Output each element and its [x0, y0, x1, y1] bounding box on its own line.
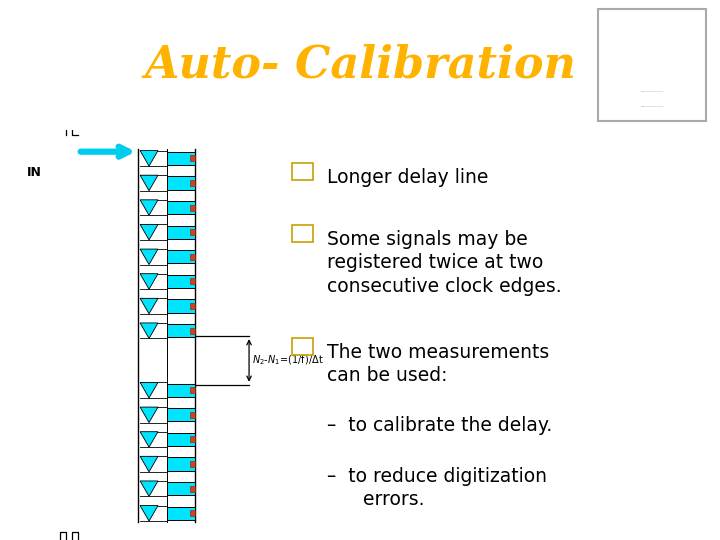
Bar: [190, 279, 195, 285]
Bar: [190, 229, 195, 235]
Bar: [167, 201, 195, 214]
Bar: [167, 176, 195, 190]
Bar: [190, 436, 195, 442]
Polygon shape: [140, 456, 158, 472]
Text: $N_2$-$N_1$=(1/f)/$\Delta$t: $N_2$-$N_1$=(1/f)/$\Delta$t: [252, 354, 323, 367]
Polygon shape: [140, 382, 158, 398]
Bar: [167, 250, 195, 264]
Polygon shape: [140, 481, 158, 496]
Text: Longer delay line: Longer delay line: [327, 167, 488, 187]
Polygon shape: [140, 298, 158, 314]
Polygon shape: [140, 323, 158, 339]
Text: Altera: Altera: [639, 46, 665, 56]
Text: The two measurements
can be used:: The two measurements can be used:: [327, 342, 549, 385]
Bar: [190, 303, 195, 309]
Bar: [190, 387, 195, 393]
Polygon shape: [140, 151, 158, 166]
Text: IN: IN: [27, 166, 41, 179]
Bar: [167, 324, 195, 338]
Bar: [167, 433, 195, 446]
Polygon shape: [140, 274, 158, 289]
Bar: [292, 163, 313, 180]
Polygon shape: [140, 505, 158, 521]
Bar: [167, 152, 195, 165]
Text: ___________: ___________: [640, 89, 664, 93]
Text: ___________: ___________: [640, 104, 664, 107]
Bar: [190, 485, 195, 492]
Bar: [167, 507, 195, 520]
Bar: [292, 338, 313, 355]
Polygon shape: [140, 225, 158, 240]
Bar: [190, 254, 195, 260]
Text: Cyclone: Cyclone: [639, 72, 665, 77]
Bar: [292, 225, 313, 242]
Bar: [167, 383, 195, 397]
Polygon shape: [140, 431, 158, 447]
Polygon shape: [140, 407, 158, 423]
Bar: [190, 510, 195, 516]
Bar: [167, 226, 195, 239]
Bar: [167, 457, 195, 471]
Bar: [190, 205, 195, 211]
Polygon shape: [140, 200, 158, 215]
Bar: [190, 180, 195, 186]
Bar: [190, 156, 195, 161]
Text: Auto- Calibration: Auto- Calibration: [144, 43, 576, 86]
Bar: [167, 275, 195, 288]
Bar: [190, 328, 195, 334]
Bar: [167, 299, 195, 313]
Bar: [167, 408, 195, 422]
Text: –  to reduce digitization
      errors.: – to reduce digitization errors.: [327, 467, 547, 510]
Polygon shape: [140, 175, 158, 191]
Bar: [190, 461, 195, 467]
Bar: [167, 482, 195, 495]
Polygon shape: [140, 249, 158, 265]
Text: Some signals may be
registered twice at two
consecutive clock edges.: Some signals may be registered twice at …: [327, 230, 562, 296]
Text: –  to calibrate the delay.: – to calibrate the delay.: [327, 416, 552, 435]
Bar: [190, 412, 195, 418]
